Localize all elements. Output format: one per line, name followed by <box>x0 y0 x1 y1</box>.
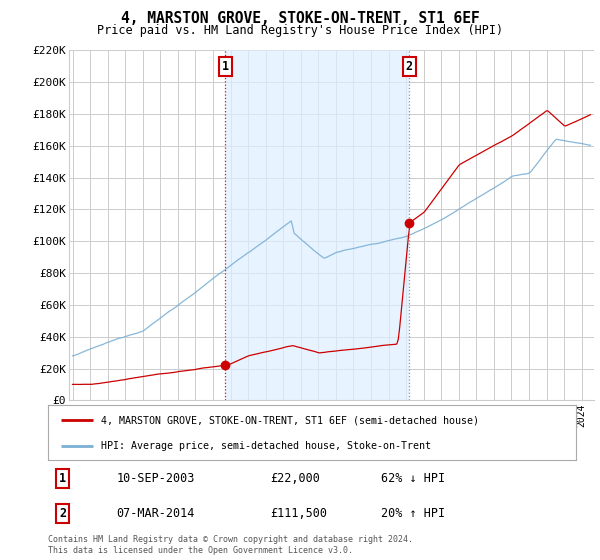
Text: 4, MARSTON GROVE, STOKE-ON-TRENT, ST1 6EF (semi-detached house): 4, MARSTON GROVE, STOKE-ON-TRENT, ST1 6E… <box>101 416 479 425</box>
Text: Price paid vs. HM Land Registry's House Price Index (HPI): Price paid vs. HM Land Registry's House … <box>97 24 503 36</box>
Text: 4, MARSTON GROVE, STOKE-ON-TRENT, ST1 6EF: 4, MARSTON GROVE, STOKE-ON-TRENT, ST1 6E… <box>121 11 479 26</box>
Text: 2: 2 <box>59 507 67 520</box>
Text: Contains HM Land Registry data © Crown copyright and database right 2024.
This d: Contains HM Land Registry data © Crown c… <box>48 535 413 555</box>
Text: 10-SEP-2003: 10-SEP-2003 <box>116 472 195 485</box>
Text: 1: 1 <box>222 60 229 73</box>
Text: £22,000: £22,000 <box>270 472 320 485</box>
Text: 20% ↑ HPI: 20% ↑ HPI <box>380 507 445 520</box>
Text: HPI: Average price, semi-detached house, Stoke-on-Trent: HPI: Average price, semi-detached house,… <box>101 441 431 450</box>
Text: 07-MAR-2014: 07-MAR-2014 <box>116 507 195 520</box>
Text: 2: 2 <box>406 60 413 73</box>
Text: 62% ↓ HPI: 62% ↓ HPI <box>380 472 445 485</box>
Bar <box>225 50 409 400</box>
Text: 1: 1 <box>59 472 67 485</box>
Text: £111,500: £111,500 <box>270 507 327 520</box>
